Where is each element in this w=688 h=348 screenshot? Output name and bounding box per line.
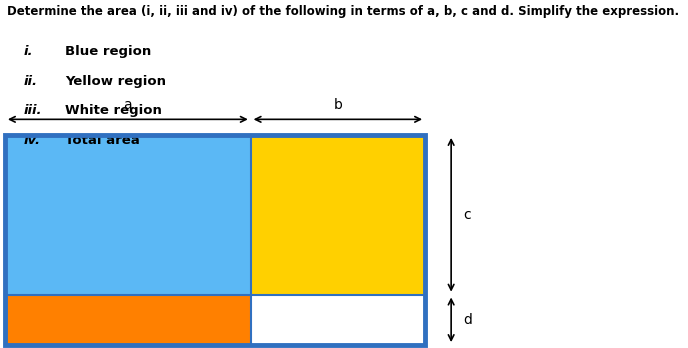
Bar: [5, 135, 425, 345]
Text: iii.: iii.: [24, 104, 43, 117]
Text: i.: i.: [24, 45, 34, 58]
Bar: [5, 135, 250, 295]
Text: a: a: [124, 98, 132, 112]
Text: White region: White region: [65, 104, 162, 117]
Bar: [250, 295, 425, 345]
Text: d: d: [464, 313, 473, 327]
Text: b: b: [334, 98, 343, 112]
Text: Blue region: Blue region: [65, 45, 151, 58]
Bar: [5, 295, 250, 345]
Text: Determine the area (i, ii, iii and iv) of the following in terms of a, b, c and : Determine the area (i, ii, iii and iv) o…: [7, 5, 679, 18]
Text: ii.: ii.: [24, 75, 38, 88]
Text: Total area: Total area: [65, 134, 140, 147]
Text: Yellow region: Yellow region: [65, 75, 166, 88]
Bar: [250, 135, 425, 295]
Text: iv.: iv.: [24, 134, 41, 147]
Text: c: c: [464, 208, 471, 222]
